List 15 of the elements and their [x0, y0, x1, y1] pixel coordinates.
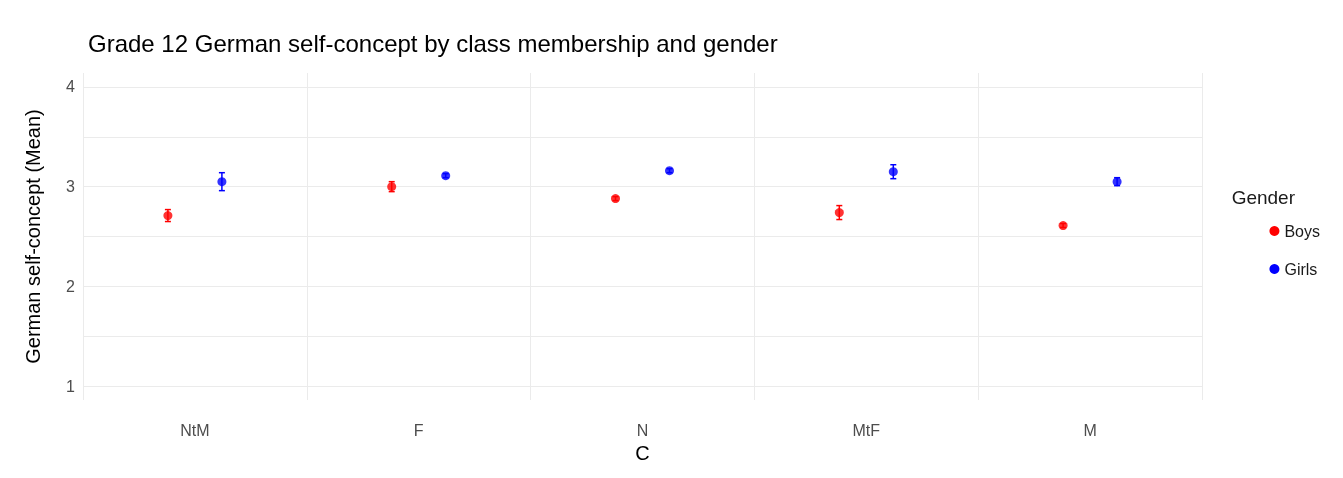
legend-label: Girls [1284, 260, 1318, 278]
x-tick-label: M [1083, 421, 1097, 439]
x-tick-label: MtF [852, 421, 881, 439]
x-tick-label: F [413, 421, 424, 439]
x-tick-label: NtM [180, 421, 210, 439]
x-tick-label: N [636, 421, 649, 439]
y-tick-label: 1 [66, 377, 76, 395]
chart-title: Grade 12 German self-concept by class membership and gender [88, 29, 778, 57]
y-tick-label: 4 [66, 78, 76, 96]
legend-title: Gender [1231, 187, 1296, 208]
y-tick-label: 3 [66, 178, 76, 196]
y-axis-title: German self-concept (Mean) [22, 109, 44, 364]
y-tick-label: 2 [66, 277, 76, 295]
x-axis-title: C [635, 441, 650, 464]
legend-label: Boys [1284, 222, 1321, 240]
